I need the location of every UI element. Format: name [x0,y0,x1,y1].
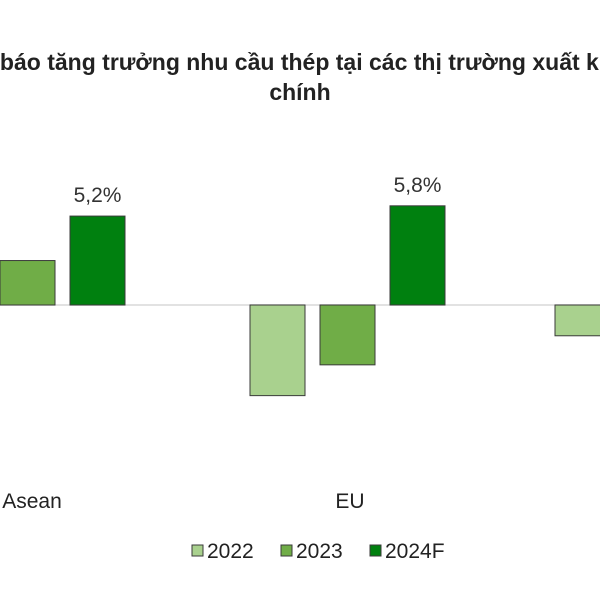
category-labels-group: Asean EU [2,490,364,513]
legend-label-2024F: 2024F [385,540,445,563]
legend-label-2023: 2023 [296,540,343,563]
bar-2023-eu [319,304,376,366]
category-label: Asean [2,490,62,513]
legend-swatch-2023 [280,544,293,557]
category-label: EU [335,490,364,513]
legend-label-2022: 2022 [207,540,254,563]
data-labels-group: 5,2% 5,8% [74,174,442,207]
data-label: 5,2% [74,184,122,207]
bar-2024F-eu [389,205,446,306]
legend-swatch-2024F [369,544,382,557]
data-label: 5,8% [394,174,442,197]
chart-title-line2: chính [269,79,330,105]
legend-swatch-2022 [191,544,204,557]
bar-2022-cat2 [554,304,600,337]
chart-title-line1: Dự báo tăng trưởng nhu cầu thép tại các … [0,49,600,75]
bar-2023-asean [0,260,56,306]
bar-2024F-asean [69,215,126,306]
bars-group [0,205,600,397]
legend: 2022 2023 2024F [191,540,445,563]
bar-2022-eu [249,304,306,397]
